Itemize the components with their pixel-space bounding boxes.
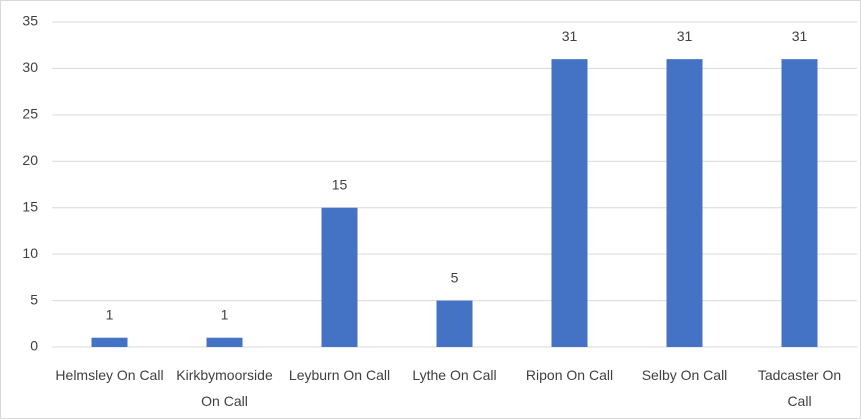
y-tick-label: 0: [30, 338, 38, 354]
bar: [321, 207, 358, 347]
x-tick-label: Tadcaster On Call: [758, 367, 841, 409]
x-tick-label: Lythe On Call: [412, 367, 496, 383]
x-tick-label: Leyburn On Call: [289, 367, 390, 383]
y-tick-label: 25: [22, 106, 38, 122]
data-label: 15: [332, 176, 348, 192]
data-label: 5: [451, 269, 459, 285]
bar: [91, 337, 128, 347]
x-tick-label: Kirkbymoorside On Call: [176, 367, 273, 409]
x-tick-label: Ripon On Call: [526, 367, 613, 383]
data-label: 1: [221, 306, 229, 322]
y-tick-label: 15: [22, 198, 38, 214]
y-tick-label: 5: [30, 291, 38, 307]
bar: [436, 300, 473, 347]
data-label: 31: [562, 28, 578, 44]
y-tick-label: 30: [22, 59, 38, 75]
x-tick-label: Helmsley On Call: [55, 367, 163, 383]
x-tick-label: Selby On Call: [642, 367, 728, 383]
y-tick-label: 35: [22, 13, 38, 29]
y-tick-label: 20: [22, 152, 38, 168]
data-label: 31: [677, 28, 693, 44]
bar: [666, 59, 703, 348]
bar: [551, 59, 588, 348]
data-label: 31: [792, 28, 808, 44]
y-tick-label: 10: [22, 245, 38, 261]
data-label: 1: [106, 306, 114, 322]
bar: [781, 59, 818, 348]
bar: [206, 337, 243, 347]
